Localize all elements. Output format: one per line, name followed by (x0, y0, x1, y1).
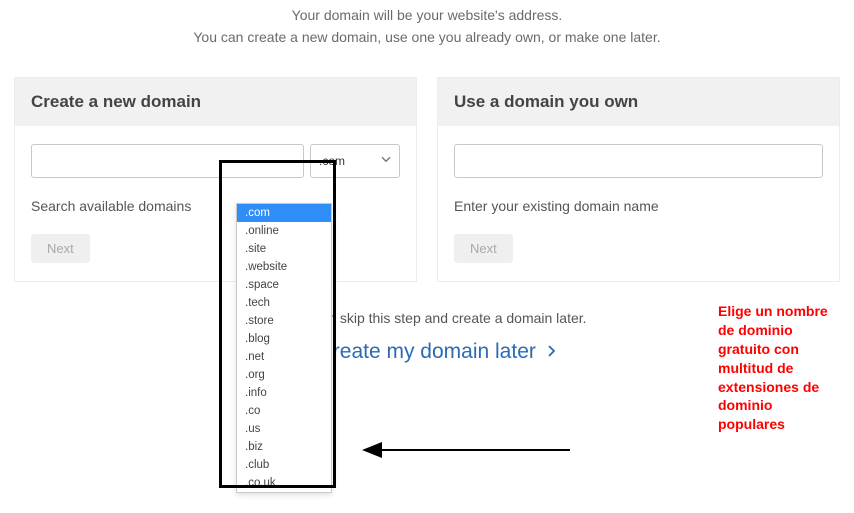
create-domain-title: Create a new domain (15, 78, 416, 126)
own-domain-title: Use a domain you own (438, 78, 839, 126)
new-domain-input[interactable] (31, 144, 304, 178)
tld-option[interactable]: .website (237, 258, 331, 276)
tld-option[interactable]: .blog (237, 330, 331, 348)
annotation-arrow-icon (354, 438, 582, 462)
tld-selected-value: .com (319, 154, 345, 168)
create-next-button[interactable]: Next (31, 234, 90, 263)
tld-option[interactable]: .us (237, 420, 331, 438)
tld-option[interactable]: .info (237, 384, 331, 402)
tld-option[interactable]: .club (237, 456, 331, 474)
create-helper-text: Search available domains (31, 198, 400, 214)
tld-option[interactable]: .com (237, 204, 331, 222)
tld-option[interactable]: .net (237, 348, 331, 366)
existing-domain-input[interactable] (454, 144, 823, 178)
tld-option[interactable]: .space (237, 276, 331, 294)
chevron-right-icon (546, 340, 557, 364)
create-domain-card: Create a new domain .com Search availabl… (14, 77, 417, 282)
own-next-button[interactable]: Next (454, 234, 513, 263)
chevron-down-icon (381, 153, 391, 167)
intro-line-2: You can create a new domain, use one you… (0, 26, 854, 48)
tld-option[interactable]: .co.uk (237, 474, 331, 492)
tld-option[interactable]: .online (237, 222, 331, 240)
skip-link-label: I'll create my domain later (297, 340, 536, 363)
tld-select[interactable]: .com (310, 144, 400, 178)
own-helper-text: Enter your existing domain name (454, 198, 823, 214)
tld-option[interactable]: .biz (237, 438, 331, 456)
tld-option[interactable]: .site (237, 240, 331, 258)
intro-line-1: Your domain will be your website's addre… (0, 4, 854, 26)
annotation-text: Elige un nombre de dominio gratuito con … (718, 302, 838, 434)
tld-option[interactable]: .co (237, 402, 331, 420)
tld-option[interactable]: .store (237, 312, 331, 330)
tld-option[interactable]: .org (237, 366, 331, 384)
own-domain-card: Use a domain you own Enter your existing… (437, 77, 840, 282)
tld-dropdown[interactable]: .com.online.site.website.space.tech.stor… (236, 203, 332, 493)
tld-option[interactable]: .tech (237, 294, 331, 312)
